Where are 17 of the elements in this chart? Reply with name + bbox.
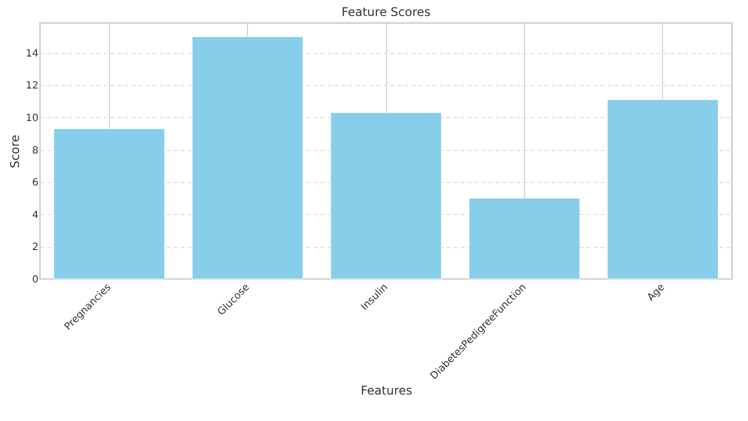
x-tick-label: Age — [646, 282, 668, 304]
y-axis-title: Score — [8, 134, 22, 168]
bar — [468, 198, 580, 280]
y-tick-label: 4 — [32, 210, 38, 221]
bar — [192, 36, 304, 280]
y-tick-label: 6 — [32, 178, 38, 189]
y-tick-label: 8 — [32, 145, 38, 156]
bar — [607, 99, 718, 280]
bar — [54, 128, 165, 280]
y-tick-label: 14 — [26, 48, 38, 60]
y-tick-label: 0 — [32, 274, 38, 286]
bar — [330, 112, 442, 280]
y-tick-label: 10 — [26, 112, 38, 124]
y-tick-label: 2 — [32, 242, 38, 254]
chart-title: Feature Scores — [341, 5, 431, 19]
y-tick-label: 12 — [26, 80, 38, 92]
x-axis-title: Features — [360, 383, 412, 398]
